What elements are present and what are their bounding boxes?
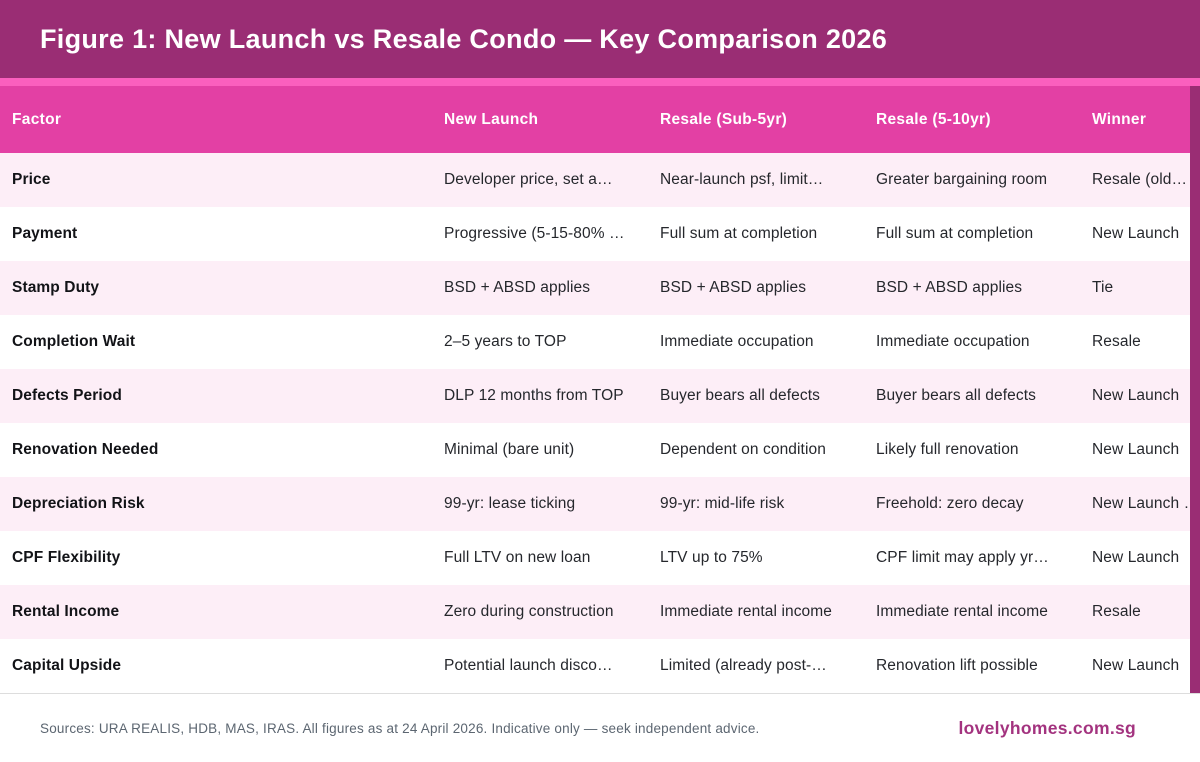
cell-resale-sub5: Near-launch psf, limit… xyxy=(660,171,824,188)
cell-winner: New Launch xyxy=(1092,657,1180,674)
table-row: CPF Flexibility Full LTV on new loan LTV u… xyxy=(0,531,1200,585)
cell-winner: New Launch … xyxy=(1092,495,1200,512)
cell-resale-5-10: BSD + ABSD applies xyxy=(876,279,1023,296)
cell-new-launch: Potential launch disco… xyxy=(444,657,613,674)
comparison-table: Factor New Launch Resale (Sub-5yr) Resal… xyxy=(0,86,1200,693)
cell-new-launch: Zero during construction xyxy=(444,603,614,620)
factor-label: CPF Flexibility xyxy=(12,549,121,566)
cell-new-launch: DLP 12 months from TOP xyxy=(444,387,624,404)
cell-resale-sub5: Limited (already post-… xyxy=(660,657,827,674)
factor-label: Defects Period xyxy=(12,387,122,404)
table-row: Stamp Duty BSD + ABSD applies BSD + ABSD a… xyxy=(0,261,1200,315)
table-row: Payment Progressive (5-15-80% … Full sum a… xyxy=(0,207,1200,261)
cell-resale-sub5: Immediate rental income xyxy=(660,603,833,620)
column-header-winner: Winner xyxy=(1092,110,1147,128)
cell-resale-sub5: LTV up to 75% xyxy=(660,549,763,566)
factor-label: Rental Income xyxy=(12,603,120,620)
cell-new-launch: 2–5 years to TOP xyxy=(444,333,567,350)
cell-resale-5-10: Freehold: zero decay xyxy=(876,495,1024,512)
factor-label: Price xyxy=(12,171,51,188)
cell-winner: New Launch xyxy=(1092,225,1180,242)
cell-new-launch: BSD + ABSD applies xyxy=(444,279,591,296)
cell-winner: Tie xyxy=(1092,279,1114,296)
page-title: Figure 1: New Launch vs Resale Condo — K… xyxy=(40,23,888,54)
cell-resale-5-10: Renovation lift possible xyxy=(876,657,1038,674)
accent-stripe xyxy=(0,78,1200,86)
sources-note: Sources: URA REALIS, HDB, MAS, IRAS. All… xyxy=(40,720,760,736)
footer: Sources: URA REALIS, HDB, MAS, IRAS. All… xyxy=(0,693,1200,762)
cell-resale-sub5: Buyer bears all defects xyxy=(660,387,820,404)
cell-resale-sub5: Full sum at completion xyxy=(660,225,818,242)
cell-winner: Resale (old… xyxy=(1092,171,1188,188)
table-row: Depreciation Risk 99-yr: lease ticking 99-… xyxy=(0,477,1200,531)
table-body: Price Developer price, set a… Near-launch … xyxy=(0,153,1200,693)
factor-label: Capital Upside xyxy=(12,657,122,674)
factor-label: Payment xyxy=(12,225,78,242)
cell-new-launch: Full LTV on new loan xyxy=(444,549,591,566)
cell-resale-5-10: Greater bargaining room xyxy=(876,171,1048,188)
column-header-resale-5-10: Resale (5-10yr) xyxy=(876,110,991,128)
cell-new-launch: Developer price, set a… xyxy=(444,171,613,188)
factor-label: Renovation Needed xyxy=(12,441,159,458)
cell-new-launch: 99-yr: lease ticking xyxy=(444,495,576,512)
table-row: Renovation Needed Minimal (bare unit) Depe… xyxy=(0,423,1200,477)
cell-winner: New Launch xyxy=(1092,387,1180,404)
factor-label: Depreciation Risk xyxy=(12,495,145,512)
cell-resale-5-10: Buyer bears all defects xyxy=(876,387,1036,404)
cell-resale-5-10: Immediate occupation xyxy=(876,333,1030,350)
table-header: Factor New Launch Resale (Sub-5yr) Resal… xyxy=(0,86,1200,153)
table-row: Rental Income Zero during construction Imm… xyxy=(0,585,1200,639)
factor-label: Stamp Duty xyxy=(12,279,100,296)
cell-resale-5-10: Likely full renovation xyxy=(876,441,1019,458)
title-banner: Figure 1: New Launch vs Resale Condo — K… xyxy=(0,0,1200,78)
cell-resale-5-10: CPF limit may apply yr… xyxy=(876,549,1049,566)
cell-resale-sub5: 99-yr: mid-life risk xyxy=(660,495,785,512)
cell-winner: Resale xyxy=(1092,603,1141,620)
cell-new-launch: Progressive (5-15-80% … xyxy=(444,225,625,242)
cell-resale-5-10: Full sum at completion xyxy=(876,225,1034,242)
factor-label: Completion Wait xyxy=(12,333,136,350)
cell-winner: New Launch xyxy=(1092,549,1180,566)
table-row: Price Developer price, set a… Near-launch … xyxy=(0,153,1200,207)
table-row: Completion Wait 2–5 years to TOP Immediate… xyxy=(0,315,1200,369)
column-header-resale-sub5: Resale (Sub-5yr) xyxy=(660,110,788,128)
cell-new-launch: Minimal (bare unit) xyxy=(444,441,575,458)
cell-winner: New Launch xyxy=(1092,441,1180,458)
column-header-new-launch: New Launch xyxy=(444,110,539,128)
site-watermark: lovelyhomes.com.sg xyxy=(958,717,1136,738)
table-row: Capital Upside Potential launch disco… Lim… xyxy=(0,639,1200,693)
right-edge-bar xyxy=(1190,86,1200,693)
table-row: Defects Period DLP 12 months from TOP Buye… xyxy=(0,369,1200,423)
cell-resale-sub5: BSD + ABSD applies xyxy=(660,279,807,296)
cell-winner: Resale xyxy=(1092,333,1141,350)
cell-resale-5-10: Immediate rental income xyxy=(876,603,1049,620)
cell-resale-sub5: Immediate occupation xyxy=(660,333,814,350)
column-header-factor: Factor xyxy=(12,110,62,128)
cell-resale-sub5: Dependent on condition xyxy=(660,441,826,458)
